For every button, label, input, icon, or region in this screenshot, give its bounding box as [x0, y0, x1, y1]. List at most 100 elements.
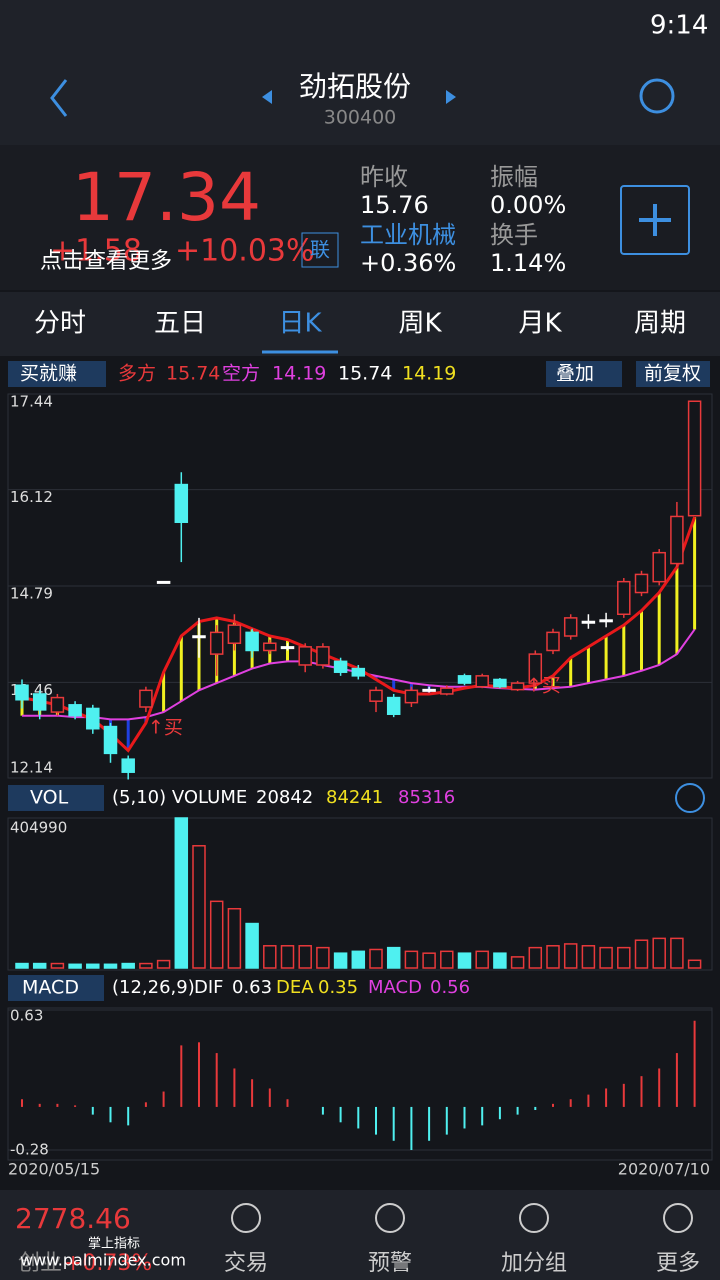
volume-bar	[121, 962, 135, 969]
stat-label: 昨收	[360, 163, 408, 191]
volume-bar	[139, 962, 153, 969]
volume-bar	[298, 945, 312, 969]
tip[interactable]: 点击查看更多	[40, 249, 172, 274]
volume-bar	[457, 952, 472, 969]
value: 20842	[256, 787, 313, 808]
candle	[563, 617, 578, 637]
label: DIF	[194, 977, 224, 998]
volume-bar	[227, 907, 242, 969]
volume-bar	[369, 948, 383, 969]
volume-bar	[50, 962, 65, 969]
candle	[209, 631, 224, 655]
candle	[192, 635, 206, 639]
value: 15.74	[338, 363, 392, 385]
volume-bar	[687, 959, 702, 969]
candle	[351, 667, 366, 677]
add-button[interactable]	[620, 185, 690, 255]
candle	[475, 675, 489, 688]
stat-value: 0.00%	[490, 191, 566, 219]
candle	[528, 653, 543, 684]
candle	[227, 624, 242, 644]
candle	[280, 646, 295, 650]
nav-icon[interactable]	[375, 1203, 405, 1233]
indicator: VOL	[30, 787, 69, 809]
volume-bar	[263, 945, 277, 969]
stat-value: 15.76	[360, 191, 429, 219]
stat-label: 工业机械	[360, 221, 456, 249]
candle	[617, 580, 631, 616]
quote-bg	[0, 145, 720, 290]
indicator: MACD	[22, 977, 79, 999]
ind-box[interactable]	[8, 361, 106, 387]
macd-box[interactable]	[8, 975, 104, 1001]
value: 85316	[398, 787, 455, 808]
candle	[86, 707, 100, 730]
date: 2020/07/10	[618, 1160, 710, 1179]
candle	[68, 704, 82, 717]
plus[interactable]	[639, 204, 671, 236]
nav-label: 加分组	[501, 1251, 567, 1276]
index-change: +0.73%	[64, 1251, 152, 1276]
adjust-box[interactable]	[636, 361, 710, 387]
value: 84241	[326, 787, 383, 808]
volume-bar	[563, 943, 578, 969]
back[interactable]	[50, 79, 68, 117]
volume-bar	[581, 945, 596, 969]
candle	[422, 688, 436, 692]
volume-bar	[351, 950, 366, 969]
y-tick-label: 0.63	[10, 1007, 43, 1025]
link-box[interactable]	[301, 232, 339, 268]
candle	[670, 515, 684, 565]
price: 17.34	[72, 159, 261, 236]
candle	[15, 684, 29, 701]
candle	[652, 551, 666, 583]
index-name: 创业	[18, 1251, 62, 1276]
stat-value: 1.14%	[490, 249, 566, 277]
volume-bar	[493, 952, 507, 969]
buy-signal: ↑买	[526, 675, 561, 697]
value: 0.63	[232, 977, 272, 998]
vol-box[interactable]	[8, 785, 104, 811]
nav-icon[interactable]	[663, 1203, 693, 1233]
link[interactable]: 联	[310, 238, 330, 262]
header-bg	[0, 0, 720, 145]
expand[interactable]	[675, 783, 705, 813]
overlay-box[interactable]	[546, 361, 622, 387]
volume-bar	[68, 963, 82, 969]
bear-value: 14.19	[272, 363, 326, 385]
volume-bar	[528, 946, 543, 969]
bull-line	[21, 516, 697, 753]
candle	[369, 689, 383, 702]
candle	[103, 725, 118, 755]
search[interactable]	[639, 78, 675, 114]
adjust: 前复权	[644, 363, 701, 385]
candle	[581, 620, 596, 624]
tab: 周K	[398, 309, 442, 339]
volume-bar	[440, 950, 454, 969]
candle	[599, 619, 613, 623]
volume-bar	[209, 900, 224, 969]
code: 300400	[324, 107, 397, 129]
indicator: 买就赚	[20, 363, 77, 385]
macd-frame	[7, 1007, 713, 1161]
y-tick-label: 12.14	[10, 759, 53, 777]
candle	[404, 689, 419, 704]
change: +1.58	[50, 234, 142, 269]
volume-bar	[32, 962, 47, 969]
volume-bar	[156, 959, 171, 969]
params: (12,26,9)	[112, 977, 195, 998]
value: 0.56	[430, 977, 470, 998]
nav-icon[interactable]	[519, 1203, 549, 1233]
candle	[156, 580, 171, 584]
candle	[316, 646, 330, 666]
stat-label: 振幅	[490, 163, 538, 191]
watermark: www.palmindex.com	[20, 1251, 186, 1270]
volume-bar	[174, 817, 189, 969]
nav-icon[interactable]	[231, 1203, 261, 1233]
y-tick-label: 404990	[10, 819, 67, 837]
volume-bar	[386, 946, 401, 969]
label: DEA	[276, 977, 314, 998]
candle	[457, 675, 472, 684]
index-value: 2778.46	[15, 1202, 131, 1235]
